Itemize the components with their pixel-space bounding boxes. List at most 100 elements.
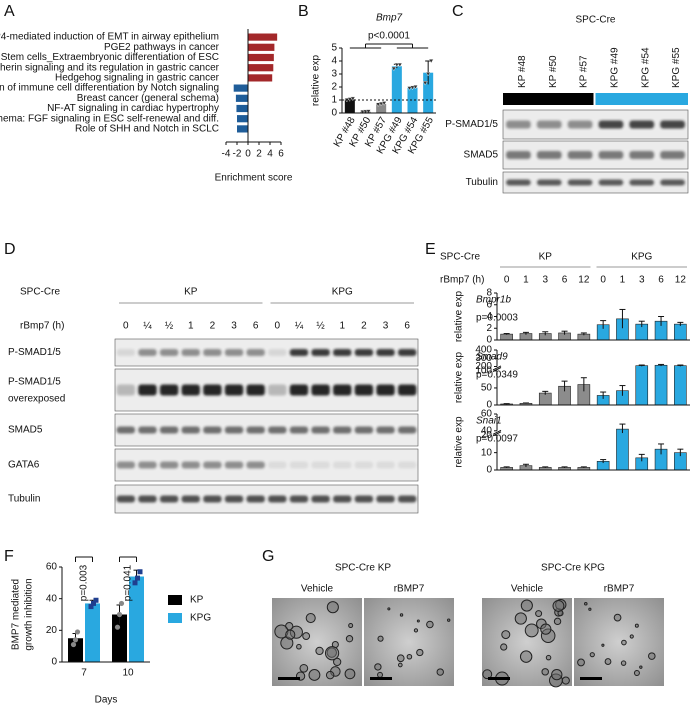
organoid [345,635,354,643]
organoid [416,619,420,623]
error-bar [542,390,549,395]
category-label: NF-AT signaling in cardiac hypertrophy [47,103,219,114]
data-point [116,611,123,618]
blot-band [567,151,593,159]
group-label: KP [539,252,553,263]
blot-band [203,426,222,434]
group-label: KP [184,287,198,298]
data-point [394,62,400,68]
organoid [305,613,316,624]
data-point [93,597,99,603]
blot-band [598,151,624,159]
row-label: P-SMAD1/5 [8,347,61,358]
error-bar [522,331,529,335]
blot-header: SPC-Cre [20,287,60,298]
data-point [391,66,397,72]
error-bar [542,466,549,468]
organoid [416,648,424,657]
x-tick-label: 7 [81,668,87,679]
bar [235,94,248,102]
row-label: P-SMAD1/5 [445,119,498,130]
organoid [589,652,595,658]
y-axis-label: relative exp [454,351,465,403]
blot-band [246,461,265,469]
annotation: p=0.041 [123,564,134,601]
y-tick-label: 6 [486,299,492,310]
chart-title: Bmpr1b [476,295,511,306]
data-point [359,109,366,115]
organoid [399,613,404,617]
scale-bar [278,677,300,680]
organoid [552,599,565,612]
lane-label: KP #48 [517,55,528,88]
blot-band [629,120,655,129]
row-label: SMAD5 [8,425,43,436]
y-tick-label: 50 [481,383,493,394]
blot-band [660,179,685,186]
lane-label: 2 [210,321,216,332]
blot-band [333,426,352,434]
blot-band [268,349,287,356]
group-label: KPG [631,252,652,263]
lane-label: 0 [275,321,281,332]
image-group-title: SPC-Cre KP [335,563,391,574]
organoid [551,668,563,681]
data-point [347,97,353,102]
blot-band [354,461,374,469]
organoid [648,652,656,660]
y-tick-label: 0 [486,465,492,476]
legend-swatch [168,595,182,605]
error-bar [600,320,607,329]
error-bar [561,330,568,335]
data-point [88,604,94,610]
blot-band [289,461,309,469]
error-bar [619,385,626,396]
y-tick-label: 1 [331,95,337,106]
organoid [541,668,549,676]
error-bar [600,391,607,399]
time-label: 6 [658,275,664,286]
blot-band [598,179,624,186]
organoid [406,653,413,660]
y-tick-label: 20 [481,430,493,441]
error-bar [542,331,549,336]
blot-band [246,495,265,503]
annotation: p=0.003 [79,564,90,601]
scale-bar [580,677,602,680]
error-bar [561,380,568,392]
blot-band [333,495,352,503]
y-axis-label: relative exp [454,416,465,468]
organoid [325,670,335,680]
organoid [500,643,508,651]
organoid [413,628,419,633]
blot-band [376,384,395,396]
y-tick-label: 400 [475,345,492,356]
blot-band [224,495,244,503]
error-bar [522,402,529,404]
blot-band [159,495,179,503]
y-tick-label: 8 [486,288,492,299]
lane-label: KPG #55 [671,47,682,88]
blot-band [376,426,395,434]
bar [391,66,402,113]
time-label: 12 [675,275,687,286]
time-label: 0 [600,275,606,286]
blot-band [376,461,395,469]
row-label: Tubulin [466,177,498,188]
blot-band [224,384,244,396]
chart-title: Smad9 [476,352,508,363]
bar [248,33,278,41]
category-label: PGE2 pathways in cancer [104,42,220,53]
panel-label: E [425,241,436,258]
error-bar [677,364,684,367]
organoid [621,639,627,646]
organoid [315,646,324,656]
blot-band [506,151,531,159]
organoid [377,671,384,678]
bar [237,115,248,123]
blot-band [536,151,562,159]
error-bar [522,463,529,468]
panel-label: A [4,3,15,20]
row-label: P-SMAD1/5 [8,377,61,388]
bar [248,53,274,62]
